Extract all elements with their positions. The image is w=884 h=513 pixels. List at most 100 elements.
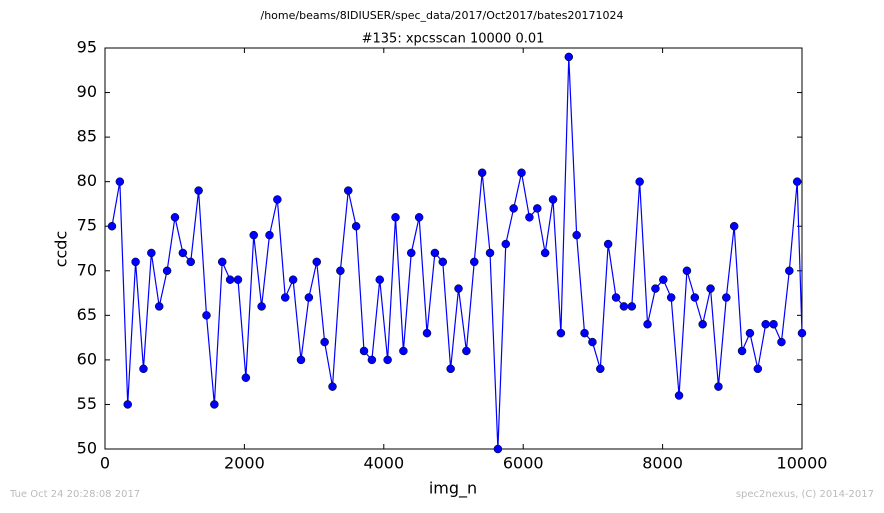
data-point — [777, 337, 786, 347]
data-point — [320, 337, 329, 347]
data-point — [304, 293, 314, 302]
data-point — [477, 168, 487, 178]
data-point — [643, 319, 652, 329]
data-point — [202, 311, 211, 320]
data-point — [280, 293, 290, 302]
data-point — [540, 248, 550, 258]
data-point — [344, 186, 353, 195]
y-tick-label: 65 — [77, 305, 97, 324]
data-point — [194, 186, 203, 195]
y-tick-label: 95 — [77, 38, 97, 57]
data-point — [131, 257, 140, 267]
data-point — [797, 328, 807, 338]
data-point — [611, 293, 621, 302]
y-tick-label: 75 — [77, 216, 97, 235]
data-point — [737, 346, 747, 356]
x-tick-label: 0 — [100, 454, 110, 473]
y-tick-label: 80 — [77, 171, 97, 190]
x-tick-label: 4000 — [363, 454, 404, 473]
y-tick-label: 60 — [77, 349, 97, 368]
data-point — [588, 337, 597, 347]
data-point — [265, 230, 274, 240]
data-point — [336, 266, 345, 276]
data-point — [446, 364, 455, 374]
data-point — [273, 195, 282, 204]
y-axis-label: ccdc — [52, 231, 71, 268]
data-point — [580, 328, 589, 338]
data-point — [627, 302, 637, 311]
data-point — [186, 257, 195, 267]
x-tick-label: 2000 — [224, 454, 265, 473]
data-point — [548, 195, 558, 204]
data-point — [115, 177, 125, 186]
data-point — [729, 221, 739, 231]
data-point — [485, 248, 495, 258]
data-point — [296, 355, 306, 365]
data-point — [178, 248, 188, 258]
data-point — [312, 257, 321, 267]
data-point — [785, 266, 794, 276]
x-tick-label: 10000 — [777, 454, 828, 473]
data-point — [154, 302, 164, 311]
x-tick-label: 8000 — [642, 454, 683, 473]
data-point — [651, 284, 660, 293]
data-point — [438, 257, 448, 267]
data-point — [714, 382, 723, 391]
data-point — [603, 239, 613, 249]
data-point — [399, 346, 408, 356]
series-line — [111, 56, 803, 450]
data-point — [162, 266, 172, 276]
data-point — [769, 319, 778, 329]
data-point — [666, 293, 676, 302]
y-tick-label: 85 — [77, 127, 97, 146]
data-point — [139, 364, 148, 374]
data-point — [391, 213, 400, 222]
data-point — [328, 382, 337, 391]
data-point — [288, 275, 298, 284]
data-point — [682, 266, 692, 276]
data-point — [147, 248, 156, 258]
data-point — [257, 302, 266, 311]
data-point — [674, 391, 684, 400]
data-point — [241, 373, 251, 382]
data-point — [123, 400, 132, 409]
data-point — [745, 328, 755, 338]
data-point — [407, 248, 416, 258]
data-point — [375, 275, 385, 284]
data-point — [596, 364, 605, 374]
data-point — [351, 221, 361, 231]
data-point — [533, 204, 542, 213]
data-point — [792, 177, 802, 186]
data-point — [210, 400, 219, 409]
plot-frame — [104, 47, 803, 450]
y-tick-label: 50 — [77, 439, 97, 458]
data-point — [525, 213, 534, 222]
x-tick-label: 6000 — [503, 454, 544, 473]
chart-title: #135: xpcsscan 10000 0.01 — [362, 32, 545, 47]
data-point — [422, 328, 432, 338]
y-tick-label: 90 — [77, 82, 97, 101]
data-point — [217, 257, 227, 267]
footer-left: Tue Oct 24 20:28:08 2017 — [9, 489, 140, 500]
y-tick-label: 55 — [77, 394, 97, 413]
data-point — [761, 319, 770, 329]
data-point — [556, 328, 566, 338]
data-point — [430, 248, 440, 258]
data-point — [706, 284, 715, 293]
data-point — [454, 284, 463, 293]
data-point — [170, 213, 180, 222]
data-point — [619, 302, 629, 311]
data-point — [517, 168, 526, 178]
data-point — [698, 319, 707, 329]
data-point — [414, 213, 424, 222]
data-point — [462, 346, 471, 356]
data-point — [722, 293, 731, 302]
data-point — [572, 230, 581, 240]
data-point — [383, 355, 392, 365]
data-point — [659, 275, 668, 284]
y-tick-label: 70 — [77, 260, 97, 279]
data-point — [359, 346, 369, 356]
data-point — [635, 177, 644, 186]
data-point — [501, 239, 511, 249]
